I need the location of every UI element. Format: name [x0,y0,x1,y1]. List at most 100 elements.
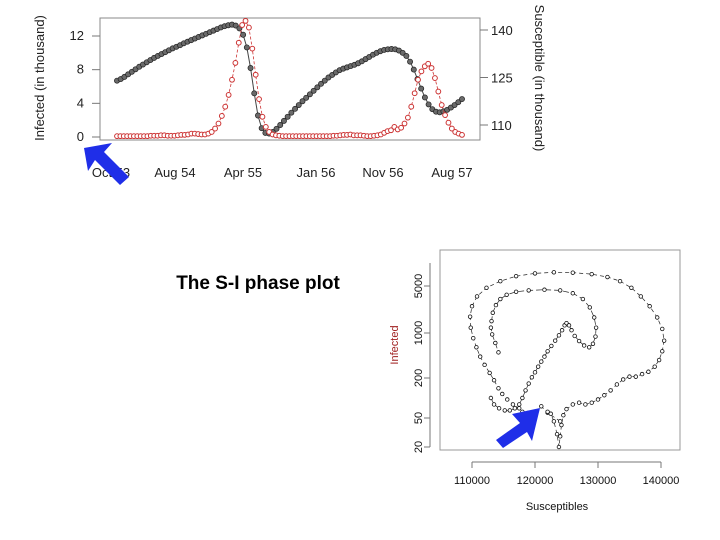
phase-point [549,343,554,349]
infected-point [239,22,246,28]
susceptible-point [421,94,428,101]
phase-point [570,291,575,296]
ts-series [114,17,465,140]
susceptible-point [277,122,284,128]
pp-series [467,270,667,450]
phase-point [572,333,577,339]
phase-point [633,374,638,379]
phase-plot-title: The S-I phase plot [176,273,340,294]
phase-point [491,378,497,383]
phase-point [614,382,620,387]
phase-point [504,292,509,297]
infected-point [215,120,222,127]
phase-point [655,315,660,320]
phase-point [627,374,632,379]
phase-point [539,359,544,364]
phase-point [542,287,547,292]
ts-y-left-label-text: Infected (in thousand) [32,15,47,141]
ts-y-right-tick-label: 140 [491,23,513,38]
infected-point [218,113,225,119]
phase-point [474,345,479,350]
phase-point [484,285,489,291]
phase-point [556,333,562,338]
ts-x-tick-label: Aug 54 [154,165,195,180]
phase-point [469,304,475,309]
ts-plot-frame [99,17,481,141]
susceptible-point [425,101,432,108]
infected-point [259,113,266,120]
phase-point [559,328,565,333]
phase-point [488,325,494,330]
pp-x-tick-label: 110000 [454,475,490,487]
phase-point [660,326,665,332]
infected-point [448,125,455,132]
susceptible-point [321,77,328,84]
phase-point [569,328,574,333]
infected-point [208,129,215,135]
start-arrow-icon [84,143,129,185]
phase-point [471,336,476,341]
ts-y-left-ticks: 0 4 8 12 [70,28,100,144]
ts-x-tick-label: Apr 55 [224,165,262,180]
phase-point [656,357,662,363]
susceptible-point [299,98,306,105]
phase-point [593,334,598,339]
phase-point [517,406,522,411]
phase-point [487,370,492,376]
susceptible-point [403,53,410,59]
phase-point [498,278,503,284]
phase-point [621,377,626,382]
phase-point [583,402,588,407]
phase-point [489,318,494,324]
susceptible-point [399,49,406,56]
phase-point [520,395,525,401]
infected-point [408,103,415,110]
pp-x-tick-label: 120000 [517,475,554,487]
phase-point [558,288,563,293]
susceptible-point [273,125,280,132]
phase-point [488,395,494,401]
phase-point [507,408,512,413]
infected-point [411,90,418,97]
ts-y-right-ticks: 110 125 140 [480,23,513,133]
phase-point [490,310,495,315]
infected-point [212,125,218,132]
phase-point [593,325,599,330]
susceptible-point [303,94,310,101]
pp-y-tick-label: 200 [413,369,425,387]
phase-point [477,354,483,359]
phase-point [535,364,541,369]
phase-point [532,271,538,276]
infected-point [232,60,239,66]
phase-point [496,406,502,411]
infected-point [459,131,465,138]
susceptible-point [418,85,425,92]
phase-point [556,444,562,450]
phase-point [552,338,558,343]
susceptible-point [455,99,462,106]
phase-point [551,419,557,424]
phase-point [491,402,497,407]
phase-point [617,278,623,284]
infected-point [432,75,438,81]
phase-point [581,343,587,348]
ts-y-right-label-text: Susceptible (in thousand) [532,5,547,152]
pp-y-tick-label: 50 [413,412,425,424]
infected-point [225,92,232,98]
phase-point [523,388,528,393]
phase-point [493,302,499,308]
susceptible-point [243,44,250,51]
pp-y-ticks: 20 50 200 1000 5000 [413,274,430,453]
phase-point [580,296,586,302]
phase-point [605,274,610,280]
infected-point [242,17,249,24]
phase-point [526,288,531,293]
infected-point [418,68,425,75]
susceptible-point [284,113,291,120]
infected-point [222,103,229,110]
infected-point [388,127,394,134]
susceptible-point [314,84,321,91]
ts-y-right-tick-label: 125 [491,71,513,86]
